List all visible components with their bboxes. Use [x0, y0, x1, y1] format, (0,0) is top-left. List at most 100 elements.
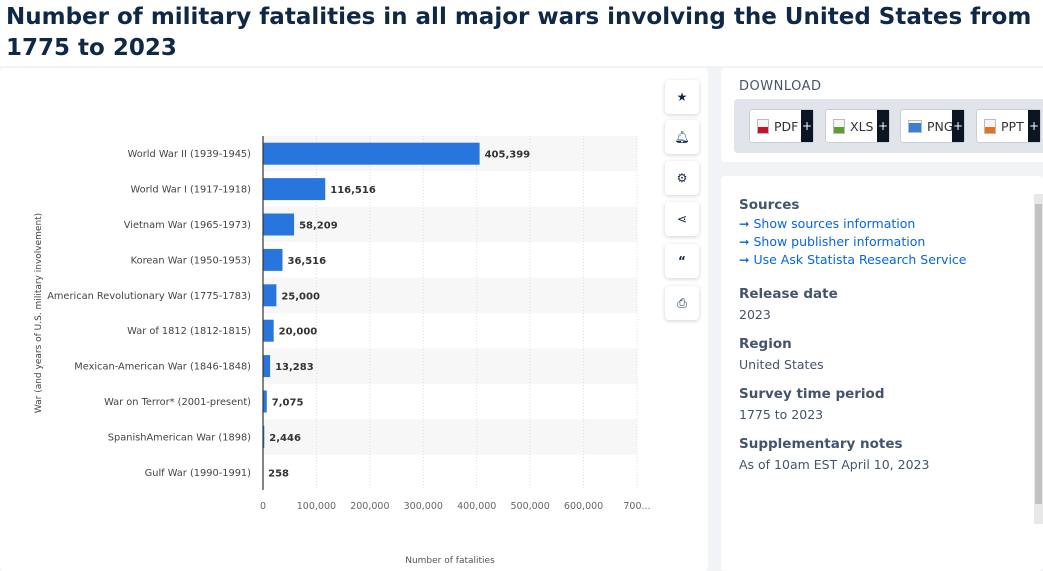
quote-icon: “	[678, 254, 686, 268]
x-tick-label: 100,000	[297, 501, 336, 512]
download-xls-button[interactable]: XLS +	[825, 109, 890, 143]
ask-statista-link[interactable]: ➞ Use Ask Statista Research Service	[739, 252, 967, 267]
favorite-button[interactable]: ★	[665, 80, 699, 114]
region-heading: Region	[739, 336, 792, 352]
show-sources-link[interactable]: ➞ Show sources information	[739, 216, 967, 231]
show-publisher-link[interactable]: ➞ Show publisher information	[739, 234, 967, 249]
bar	[263, 213, 295, 236]
period-section: Survey time period 1775 to 2023	[739, 386, 885, 422]
cite-button[interactable]: “	[665, 244, 699, 278]
scrollbar[interactable]	[1034, 194, 1043, 524]
category-label: SpanishAmerican War (1898)	[108, 432, 251, 443]
region-value: United States	[739, 357, 824, 372]
data-label: 58,209	[299, 221, 338, 232]
xls-icon	[833, 118, 845, 134]
share-button[interactable]: ⋖	[665, 202, 699, 236]
bell-icon: 🔔︎	[674, 130, 690, 144]
release-section: Release date 2023	[739, 286, 838, 322]
link-label: Use Ask Statista Research Service	[753, 252, 967, 267]
bar	[263, 390, 267, 413]
bar	[263, 425, 265, 448]
y-axis-title: War (and years of U.S. military involvem…	[34, 213, 44, 413]
notification-button[interactable]: 🔔︎	[665, 120, 699, 154]
download-panel: DOWNLOAD PDF + XLS + PNG + PPT +	[721, 68, 1043, 162]
plus-icon: +	[877, 110, 889, 142]
data-label: 258	[268, 468, 289, 479]
download-bar: PDF + XLS + PNG + PPT +	[734, 99, 1043, 153]
category-label: Vietnam War (1965-1973)	[124, 220, 251, 231]
x-tick-label: 0	[260, 501, 266, 512]
period-value: 1775 to 2023	[739, 407, 824, 422]
bar	[263, 142, 480, 165]
download-pdf-button[interactable]: PDF +	[749, 109, 814, 143]
ppt-icon	[984, 118, 996, 134]
print-button[interactable]: ⎙	[665, 286, 699, 320]
bar	[263, 178, 326, 201]
release-value: 2023	[739, 307, 771, 322]
bar	[263, 355, 271, 378]
pdf-icon	[757, 118, 769, 134]
bar	[263, 248, 283, 271]
category-label: Mexican-American War (1846-1848)	[74, 362, 251, 373]
xls-label: XLS	[850, 118, 874, 134]
png-label: PNG	[927, 118, 954, 134]
arrow-right-icon: ➞	[739, 234, 750, 249]
page-title: Number of military fatalities in all maj…	[6, 2, 1036, 64]
data-label: 25,000	[281, 291, 320, 302]
plus-icon: +	[801, 110, 813, 142]
row-band	[263, 277, 637, 313]
x-tick-label: 300,000	[404, 501, 443, 512]
data-label: 20,000	[279, 327, 318, 338]
row-band	[263, 419, 637, 455]
plus-icon: +	[1028, 110, 1040, 142]
data-label: 2,446	[269, 433, 301, 444]
row-band	[263, 348, 637, 384]
data-label: 405,399	[485, 150, 531, 161]
plus-icon: +	[952, 110, 964, 142]
settings-button[interactable]: ⚙	[665, 161, 699, 195]
share-icon: ⋖	[676, 212, 688, 226]
png-icon	[908, 119, 922, 133]
scrollbar-thumb[interactable]	[1035, 204, 1042, 504]
data-label: 7,075	[272, 398, 304, 409]
notes-heading: Supplementary notes	[739, 436, 903, 452]
period-heading: Survey time period	[739, 386, 885, 402]
chart-card: 0 100,000 200,000 300,000 400,000 500,000 600,…	[0, 68, 708, 571]
download-png-button[interactable]: PNG +	[900, 109, 965, 143]
category-label: Gulf War (1990-1991)	[145, 468, 251, 479]
x-tick-label: 600,000	[564, 501, 603, 512]
x-tick-label: 700...	[623, 501, 650, 512]
bar	[263, 284, 277, 307]
sources-section: Sources ➞ Show sources information ➞ Sho…	[739, 197, 967, 267]
x-axis-title: Number of fatalities	[405, 556, 495, 566]
x-tick-label: 400,000	[457, 501, 496, 512]
data-label: 36,516	[288, 256, 327, 267]
row-band	[263, 206, 637, 243]
notes-value: As of 10am EST April 10, 2023	[739, 457, 930, 472]
notes-section: Supplementary notes As of 10am EST April …	[739, 436, 929, 472]
x-tick-label: 500,000	[510, 501, 549, 512]
category-label: War on Terror* (2001-present)	[104, 397, 251, 408]
bar	[263, 319, 274, 342]
data-label: 13,283	[275, 362, 314, 373]
download-heading: DOWNLOAD	[739, 79, 822, 94]
arrow-right-icon: ➞	[739, 252, 750, 267]
category-label: World War II (1939-1945)	[128, 149, 251, 160]
x-tick-label: 200,000	[350, 501, 389, 512]
region-section: Region United States	[739, 336, 824, 372]
release-heading: Release date	[739, 286, 838, 302]
arrow-right-icon: ➞	[739, 216, 750, 231]
category-label: Korean War (1950-1953)	[131, 255, 251, 266]
ppt-label: PPT	[1001, 118, 1024, 134]
sources-heading: Sources	[739, 197, 800, 213]
link-label: Show sources information	[753, 216, 916, 231]
link-label: Show publisher information	[753, 234, 926, 249]
data-label: 116,516	[330, 185, 376, 196]
download-ppt-button[interactable]: PPT +	[976, 109, 1041, 143]
category-label: War of 1812 (1812-1815)	[127, 326, 251, 337]
bar-chart: 0 100,000 200,000 300,000 400,000 500,000 600,…	[34, 136, 651, 566]
gear-icon: ⚙	[676, 171, 688, 185]
category-label: American Revolutionary War (1775-1783)	[47, 291, 251, 302]
pdf-label: PDF	[774, 118, 799, 134]
info-panel: Sources ➞ Show sources information ➞ Sho…	[721, 176, 1043, 571]
